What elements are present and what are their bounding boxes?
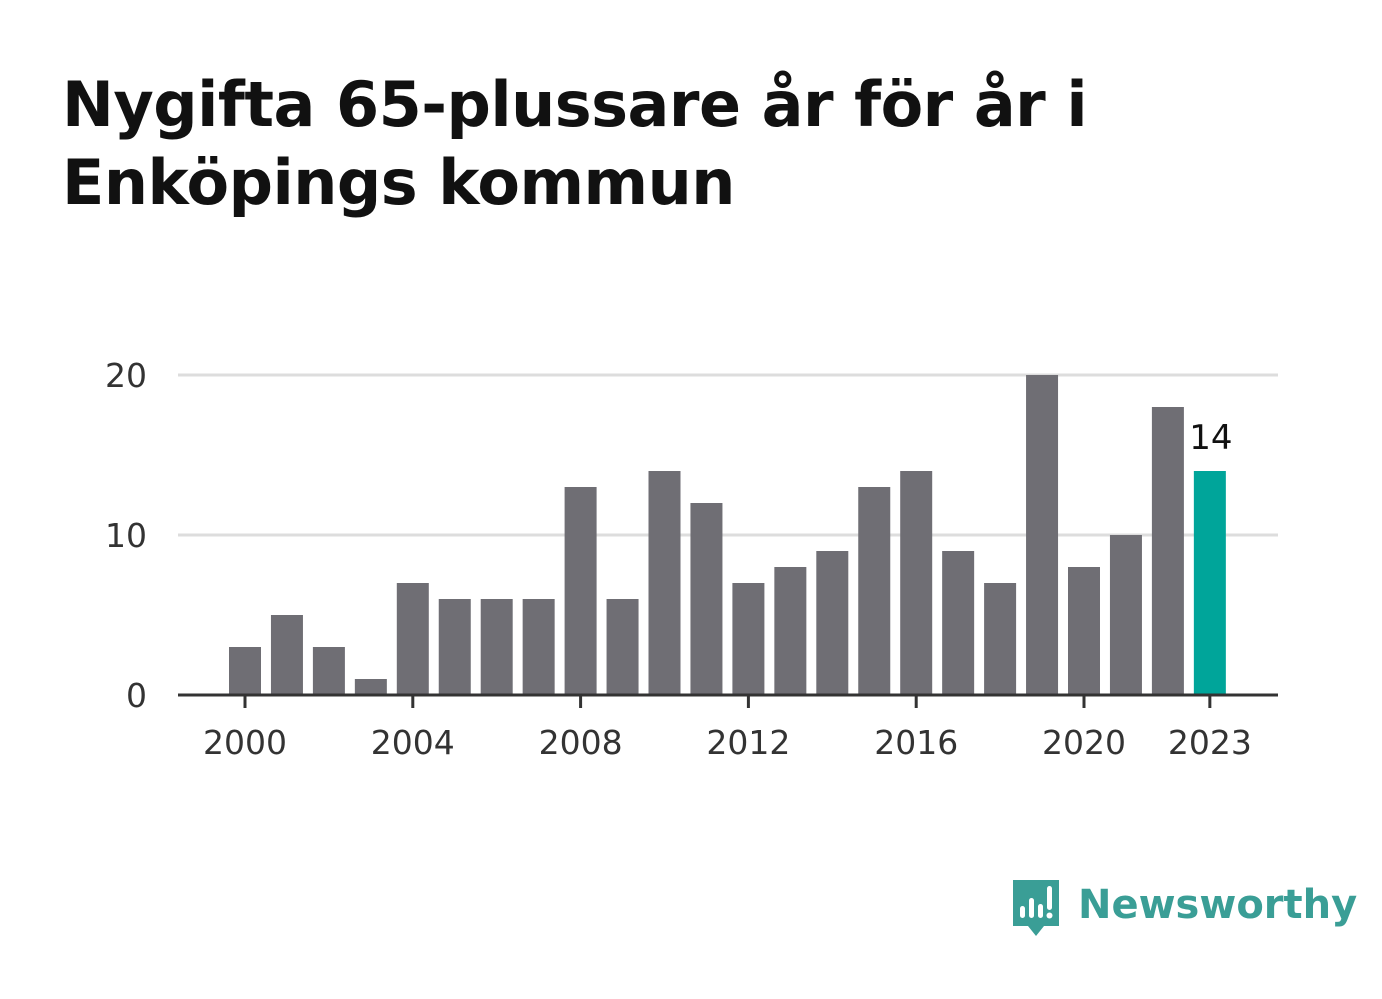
newsworthy-logo-icon (1013, 880, 1059, 936)
x-tick-label-2000: 2000 (203, 723, 287, 762)
bar-2008 (564, 487, 597, 695)
y-axis-tick-labels: 0 10 20 (105, 356, 147, 715)
x-tick-label-2023: 2023 (1168, 723, 1252, 762)
bar-2002 (312, 647, 345, 695)
bar-2022 (1151, 407, 1184, 695)
bar-2019 (1026, 375, 1059, 695)
chart-title: Nygifta 65-plussare år för år i Enköping… (62, 68, 1088, 219)
y-tick-label-10: 10 (105, 516, 147, 555)
bar-2006 (480, 599, 513, 695)
bar-2020 (1068, 567, 1100, 695)
bar-2003 (354, 679, 387, 695)
bar-2007 (522, 599, 555, 695)
bar-2018 (984, 583, 1017, 695)
brand-name: Newsworthy (1078, 882, 1358, 928)
bar-2021 (1109, 535, 1142, 695)
bar-2015 (858, 487, 891, 695)
bar-2012 (732, 583, 765, 695)
x-axis (178, 693, 1278, 708)
y-gridlines (178, 373, 1278, 537)
bar-2016 (900, 471, 933, 695)
bar-2000 (229, 647, 261, 695)
bar-2010 (648, 471, 681, 695)
bar-2004 (396, 583, 429, 695)
x-tick-label-2012: 2012 (706, 723, 790, 762)
bar-2009 (606, 599, 639, 695)
x-tick-label-2016: 2016 (874, 723, 958, 762)
bar-2013 (774, 567, 807, 695)
bar-2001 (270, 615, 303, 695)
bar-series (229, 375, 1226, 695)
bar-2017 (942, 551, 975, 695)
y-tick-label-0: 0 (126, 676, 147, 715)
data-labels: 14 (1189, 418, 1232, 458)
y-tick-label-20: 20 (105, 356, 147, 395)
bar-2005 (438, 599, 471, 695)
data-label-2023: 14 (1189, 418, 1232, 458)
x-tick-label-2004: 2004 (371, 723, 455, 762)
bar-2023 (1193, 471, 1226, 695)
x-tick-label-2020: 2020 (1042, 723, 1126, 762)
bar-2011 (690, 503, 723, 695)
x-tick-label-2008: 2008 (539, 723, 623, 762)
bar-2014 (816, 551, 849, 695)
x-axis-tick-labels: 2000 2004 2008 2012 2016 2020 2023 (203, 723, 1252, 762)
newsworthy-brand: Newsworthy (1010, 876, 1357, 942)
